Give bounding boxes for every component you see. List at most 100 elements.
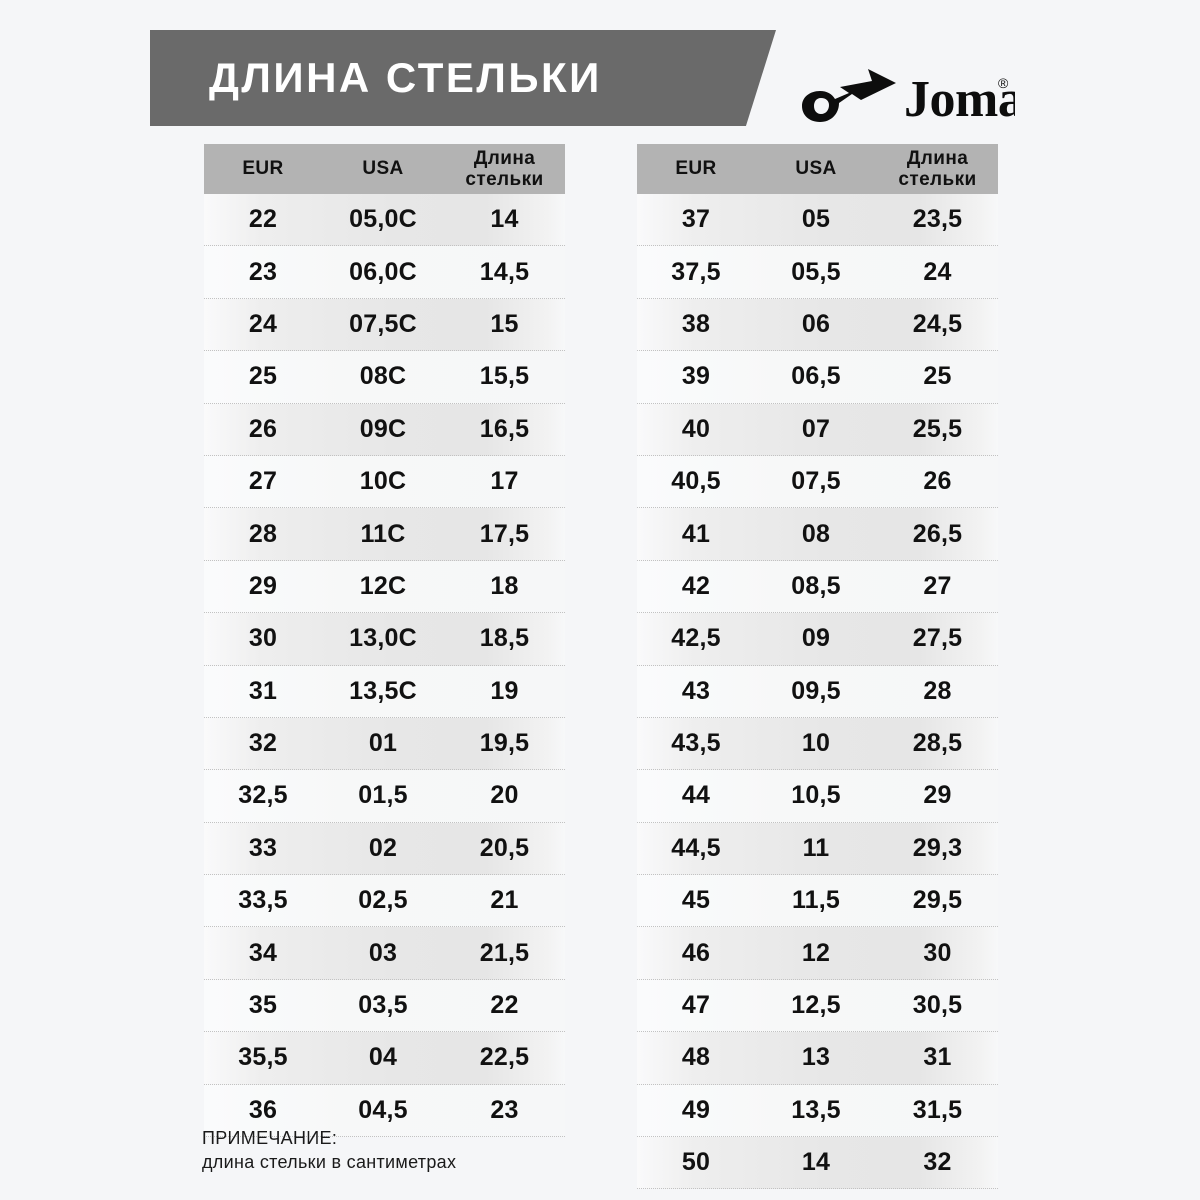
cell-insole-length: 18 xyxy=(490,571,519,600)
cell-eur: 47 xyxy=(681,991,711,1020)
cell-eur: 35,5 xyxy=(238,1043,288,1072)
cell-eur: 44,5 xyxy=(671,833,721,862)
cell-usa: 05 xyxy=(801,205,831,234)
cell-usa: 09C xyxy=(359,414,407,443)
cell-insole-length: 22,5 xyxy=(479,1043,530,1072)
cell-usa: 07 xyxy=(801,414,831,443)
column-header-usa: USA xyxy=(362,158,404,180)
cell-insole-length: 15,5 xyxy=(479,362,530,391)
size-table-left: EUR USA Длина стельки 22 05,0C 14 23 06,0C 14… xyxy=(204,144,565,1138)
cell-usa: 03,5 xyxy=(358,991,408,1020)
cell-usa: 08,5 xyxy=(791,571,841,600)
cell-insole-length: 24 xyxy=(923,257,952,286)
cell-eur: 25 xyxy=(248,362,278,391)
column-header-line1: Длина xyxy=(473,147,536,169)
column-header-line2: стельки xyxy=(465,169,544,190)
cell-usa: 06,0C xyxy=(349,257,417,286)
table-row: 28 11C 17,5 xyxy=(204,508,565,561)
table-row: 26 09C 16,5 xyxy=(204,403,565,456)
table-row: 32 01 19,5 xyxy=(204,717,565,771)
table-body-right: 37 05 23,5 37,5 05,5 24 38 06 24,5 39 06,5 25 40 07 25… xyxy=(637,194,998,1190)
joma-wordmark: Joma xyxy=(904,71,1015,128)
cell-usa: 03 xyxy=(368,938,398,967)
cell-eur: 48 xyxy=(681,1043,711,1072)
cell-usa: 10 xyxy=(801,729,831,758)
cell-insole-length: 25,5 xyxy=(912,414,963,443)
cell-usa: 04,5 xyxy=(358,1095,408,1124)
column-header-eur: EUR xyxy=(242,158,284,180)
table-row: 35 03,5 22 xyxy=(204,979,565,1033)
cell-usa: 01 xyxy=(368,729,398,758)
table-row: 40 07 25,5 xyxy=(637,403,998,456)
cell-insole-length: 29,3 xyxy=(912,833,963,862)
cell-usa: 02,5 xyxy=(358,886,408,915)
cell-insole-length: 21,5 xyxy=(479,938,530,967)
cell-insole-length: 20 xyxy=(490,781,519,810)
joma-logo: Joma ® xyxy=(800,66,1015,128)
table-row: 43 09,5 28 xyxy=(637,665,998,718)
cell-eur: 42 xyxy=(681,571,711,600)
column-header-eur: EUR xyxy=(675,158,717,180)
cell-usa: 09 xyxy=(801,624,831,653)
cell-insole-length: 31,5 xyxy=(912,1095,963,1124)
cell-insole-length: 28 xyxy=(923,676,952,705)
cell-usa: 02 xyxy=(368,833,398,862)
cell-eur: 26 xyxy=(248,414,278,443)
table-header-row: EUR USA Длина стельки xyxy=(637,144,998,194)
table-row: 50 14 32 xyxy=(637,1137,998,1190)
cell-eur: 38 xyxy=(681,309,711,338)
cell-eur: 40 xyxy=(681,414,711,443)
cell-eur: 37,5 xyxy=(671,257,721,286)
cell-insole-length: 27 xyxy=(923,571,952,600)
cell-usa: 14 xyxy=(801,1148,831,1177)
cell-insole-length: 20,5 xyxy=(479,833,530,862)
cell-usa: 13,5 xyxy=(791,1095,841,1124)
table-row: 36 04,5 23 xyxy=(204,1084,565,1138)
table-row: 45 11,5 29,5 xyxy=(637,875,998,928)
svg-text:Joma: Joma xyxy=(904,71,1015,128)
cell-insole-length: 27,5 xyxy=(912,624,963,653)
cell-eur: 41 xyxy=(681,519,711,548)
cell-usa: 04 xyxy=(368,1043,398,1072)
cell-eur: 28 xyxy=(248,519,278,548)
cell-insole-length: 19,5 xyxy=(479,729,530,758)
cell-insole-length: 31 xyxy=(923,1043,952,1072)
size-table-right: EUR USA Длина стельки 37 05 23,5 37,5 05,5 24… xyxy=(637,144,998,1190)
column-header-line2: стельки xyxy=(898,169,977,190)
cell-eur: 40,5 xyxy=(671,467,721,496)
cell-eur: 27 xyxy=(248,467,278,496)
note-block: ПРИМЕЧАНИЕ: длина стельки в сантиметрах xyxy=(202,1126,456,1175)
table-row: 44,5 11 29,3 xyxy=(637,822,998,876)
cell-eur: 31 xyxy=(248,676,278,705)
cell-eur: 36 xyxy=(248,1095,278,1124)
table-row: 37 05 23,5 xyxy=(637,194,998,247)
note-label: ПРИМЕЧАНИЕ: xyxy=(202,1128,338,1148)
table-row: 42 08,5 27 xyxy=(637,560,998,614)
table-row: 46 12 30 xyxy=(637,927,998,980)
cell-eur: 45 xyxy=(681,886,711,915)
cell-usa: 13,5C xyxy=(349,676,417,705)
note-text: длина стельки в сантиметрах xyxy=(202,1152,457,1173)
cell-usa: 07,5 xyxy=(791,467,841,496)
cell-insole-length: 28,5 xyxy=(912,729,963,758)
cell-eur: 32 xyxy=(248,729,278,758)
cell-usa: 01,5 xyxy=(358,781,408,810)
cell-eur: 50 xyxy=(681,1148,711,1177)
cell-usa: 07,5C xyxy=(349,309,417,338)
table-row: 34 03 21,5 xyxy=(204,927,565,980)
cell-insole-length: 14,5 xyxy=(479,257,530,286)
registered-trademark-icon: ® xyxy=(998,75,1009,91)
cell-insole-length: 23 xyxy=(490,1095,519,1124)
cell-usa: 08 xyxy=(801,519,831,548)
cell-eur: 39 xyxy=(681,362,711,391)
cell-usa: 10C xyxy=(359,467,407,496)
table-row: 25 08C 15,5 xyxy=(204,351,565,404)
cell-usa: 09,5 xyxy=(791,676,841,705)
cell-insole-length: 19 xyxy=(490,676,519,705)
cell-insole-length: 30,5 xyxy=(912,991,963,1020)
cell-eur: 33 xyxy=(248,833,278,862)
table-row: 48 13 31 xyxy=(637,1032,998,1085)
cell-eur: 22 xyxy=(248,205,278,234)
column-header-line1: Длина xyxy=(906,147,969,169)
page-header: ДЛИНА СТЕЛЬКИ Joma ® xyxy=(0,30,1200,128)
